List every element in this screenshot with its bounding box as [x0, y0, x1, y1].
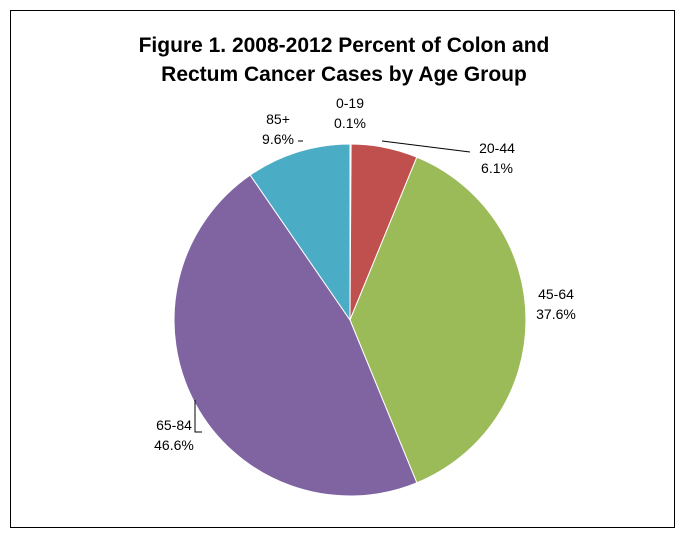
chart-title-line-1: Figure 1. 2008-2012 Percent of Colon and — [138, 34, 550, 57]
slice-value-label: 46.6% — [154, 437, 194, 453]
slice-value-label: 9.6% — [262, 131, 294, 147]
pie-slice-45-64 — [349, 156, 527, 484]
slice-category-label: 20-44 — [479, 140, 515, 156]
slice-value-label: 0.1% — [334, 115, 366, 131]
slice-value-label: 6.1% — [481, 160, 513, 176]
leader-line-20-44 — [381, 140, 471, 153]
chart-title-line-2: Rectum Cancer Cases by Age Group — [161, 63, 527, 86]
slice-value-label: 37.6% — [536, 306, 576, 322]
pie-slices — [173, 143, 527, 497]
chart-title: Figure 1. 2008-2012 Percent of Colon and… — [0, 31, 688, 89]
slice-category-label: 85+ — [266, 111, 290, 127]
leader-lines — [194, 140, 471, 433]
data-labels: 0-19 0.1% 20-44 6.1% 45-64 37.6% 65-84 46.6% 85+… — [154, 95, 576, 453]
slice-category-label: 65-84 — [156, 417, 192, 433]
slice-category-label: 45-64 — [538, 286, 574, 302]
leader-line-65-84 — [194, 400, 202, 433]
slice-category-label: 0-19 — [336, 95, 364, 111]
pie-slice-85-plus — [249, 143, 351, 322]
